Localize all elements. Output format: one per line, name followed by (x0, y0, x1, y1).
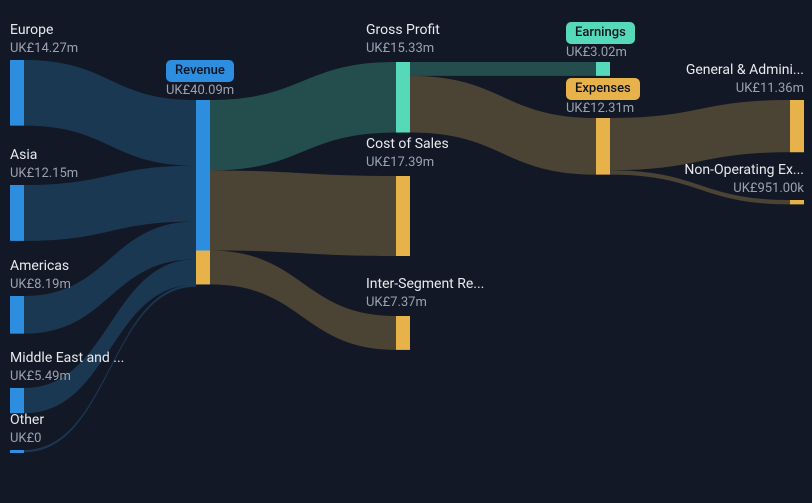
chip-revenue: Revenue (166, 60, 234, 82)
node-label-europe: EuropeUK£14.27m (10, 22, 78, 57)
node-label-asia: AsiaUK£12.15m (10, 147, 78, 182)
node-label-revenue: RevenueUK£40.09m (166, 60, 234, 100)
sankey-node-americas (10, 296, 24, 334)
sankey-node-asia (10, 185, 24, 241)
sankey-node-other (10, 450, 24, 453)
chip-expenses: Expenses (566, 78, 640, 100)
sankey-node-revenue-seg (196, 251, 210, 285)
node-label-nonop: Non-Operating Ex...UK£951.00k (684, 162, 804, 197)
sankey-node-cos (396, 176, 410, 256)
sankey-link-revenue-cos (210, 171, 396, 256)
node-label-gross: Gross ProfitUK£15.33m (366, 22, 440, 57)
node-label-cos: Cost of SalesUK£17.39m (366, 136, 449, 171)
node-label-earnings: EarningsUK£3.02m (566, 22, 635, 62)
node-label-mideast: Middle East and ...UK£5.49m (10, 350, 124, 385)
node-label-genadmin: General & Admini...UK£11.36m (686, 62, 804, 97)
sankey-node-interseg (396, 316, 410, 350)
sankey-node-gross (396, 62, 410, 133)
sankey-link-gross-earnings (410, 62, 596, 76)
chip-earnings: Earnings (566, 22, 635, 44)
sankey-node-europe (10, 60, 24, 126)
sankey-node-genadmin (790, 100, 804, 152)
node-label-expenses: ExpensesUK£12.31m (566, 78, 640, 118)
sankey-node-nonop (790, 200, 804, 204)
sankey-node-earnings (596, 62, 610, 76)
node-label-interseg: Inter-Segment Re...UK£7.37m (366, 276, 484, 311)
node-label-other: OtherUK£0 (10, 412, 44, 447)
sankey-node-mideast (10, 388, 24, 413)
sankey-node-expenses (596, 118, 610, 175)
node-label-americas: AmericasUK£8.19m (10, 258, 71, 293)
